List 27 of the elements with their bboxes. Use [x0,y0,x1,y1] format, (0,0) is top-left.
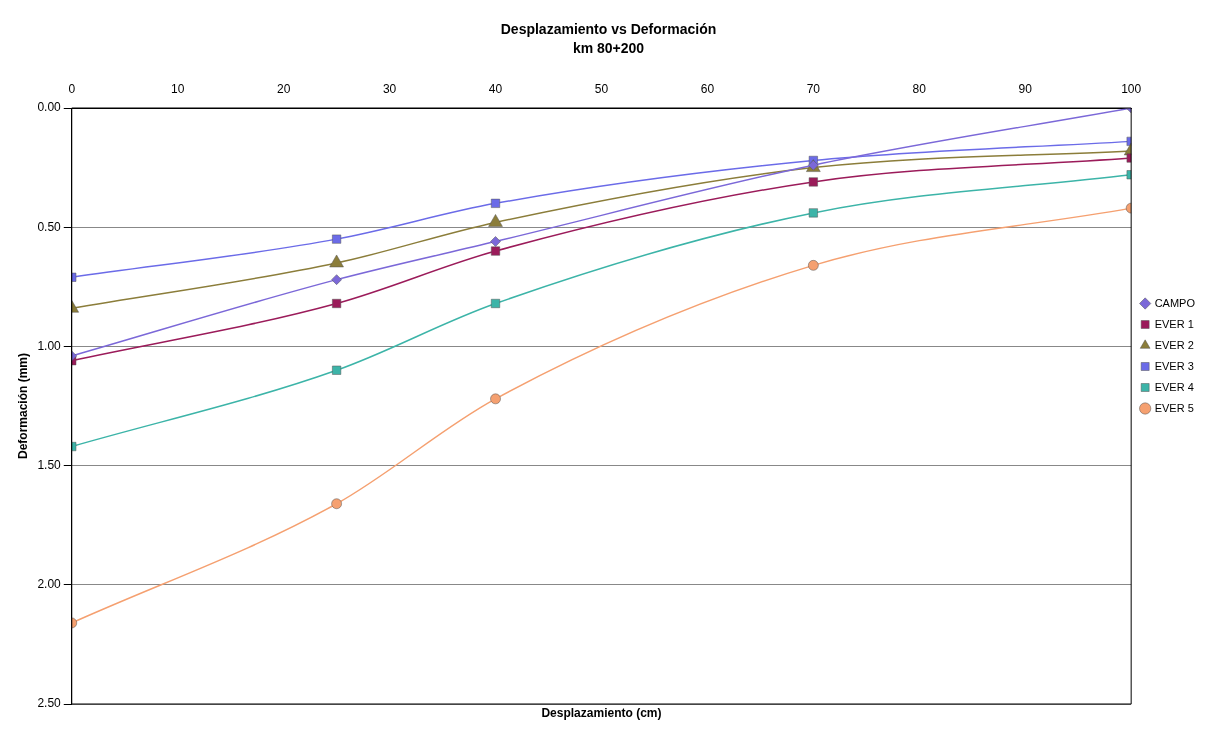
x-tick-label: 80 [912,82,927,97]
y-tick-label: 1.00 [37,338,62,353]
legend-label: EVER 2 [1154,338,1194,351]
y-tick-label: 2.50 [37,696,62,711]
legend-label: EVER 5 [1154,401,1194,414]
legend-label: EVER 4 [1154,380,1194,393]
y-tick-label: 2.00 [37,577,62,592]
x-tick-label: 60 [700,82,715,97]
chart-subtitle: km 80+200 [572,40,645,57]
legend-label: CAMPO [1154,296,1196,309]
x-tick-label: 90 [1018,82,1033,97]
x-tick-label: 100 [1121,82,1142,97]
x-tick-label: 10 [171,82,185,97]
x-tick-label: 0 [68,82,76,97]
x-tick-label: 50 [594,82,609,97]
legend-label: EVER 1 [1154,317,1194,330]
x-tick-label: 40 [488,82,503,97]
legend-label: EVER 3 [1154,359,1194,372]
x-tick-label: 20 [276,82,291,97]
y-tick-label: 0.00 [37,100,62,115]
chart-title: Desplazamiento vs Deformación [500,21,717,38]
y-tick-label: 0.50 [37,219,62,234]
x-tick-label: 70 [806,82,821,97]
y-axis-title: Deformación (mm) [15,352,30,460]
x-axis-title: Desplazamiento (cm) [541,706,662,721]
y-tick-label: 1.50 [37,457,62,472]
x-tick-label: 30 [382,82,397,97]
